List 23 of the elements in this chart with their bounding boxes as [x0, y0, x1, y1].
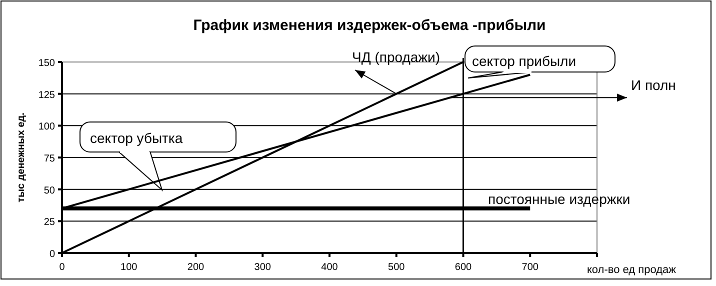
y-tick-label: 125 — [38, 90, 56, 101]
x-tick-label: 500 — [388, 262, 406, 273]
x-tick-label: 0 — [59, 262, 66, 273]
x-axis-title: кол-во ед продаж — [587, 264, 677, 276]
x-tick-label: 600 — [454, 262, 472, 273]
x-tick-label: 300 — [254, 262, 272, 273]
x-tick-label: 700 — [522, 262, 539, 273]
annotation: ЧД (продажи) — [352, 49, 440, 65]
y-tick-label: 50 — [44, 185, 56, 196]
annotation: И полн — [631, 77, 676, 93]
annotation: постоянные издержки — [488, 191, 630, 207]
y-tick-label: 25 — [44, 217, 56, 228]
y-tick-label: 150 — [38, 58, 56, 69]
x-tick-label: 200 — [187, 262, 205, 273]
y-axis-title: тыс денежных ед. — [16, 112, 27, 202]
annotation: сектор убытка — [90, 130, 183, 146]
annotation: сектор прибыли — [472, 53, 576, 69]
y-tick-label: 100 — [38, 122, 56, 133]
y-tick-label: 75 — [44, 154, 56, 164]
chart-title: График изменения издержек-объема -прибыли — [193, 17, 546, 34]
x-tick-label: 100 — [120, 262, 138, 273]
y-tick-label: 0 — [49, 249, 56, 260]
x-tick-label: 400 — [321, 262, 338, 273]
